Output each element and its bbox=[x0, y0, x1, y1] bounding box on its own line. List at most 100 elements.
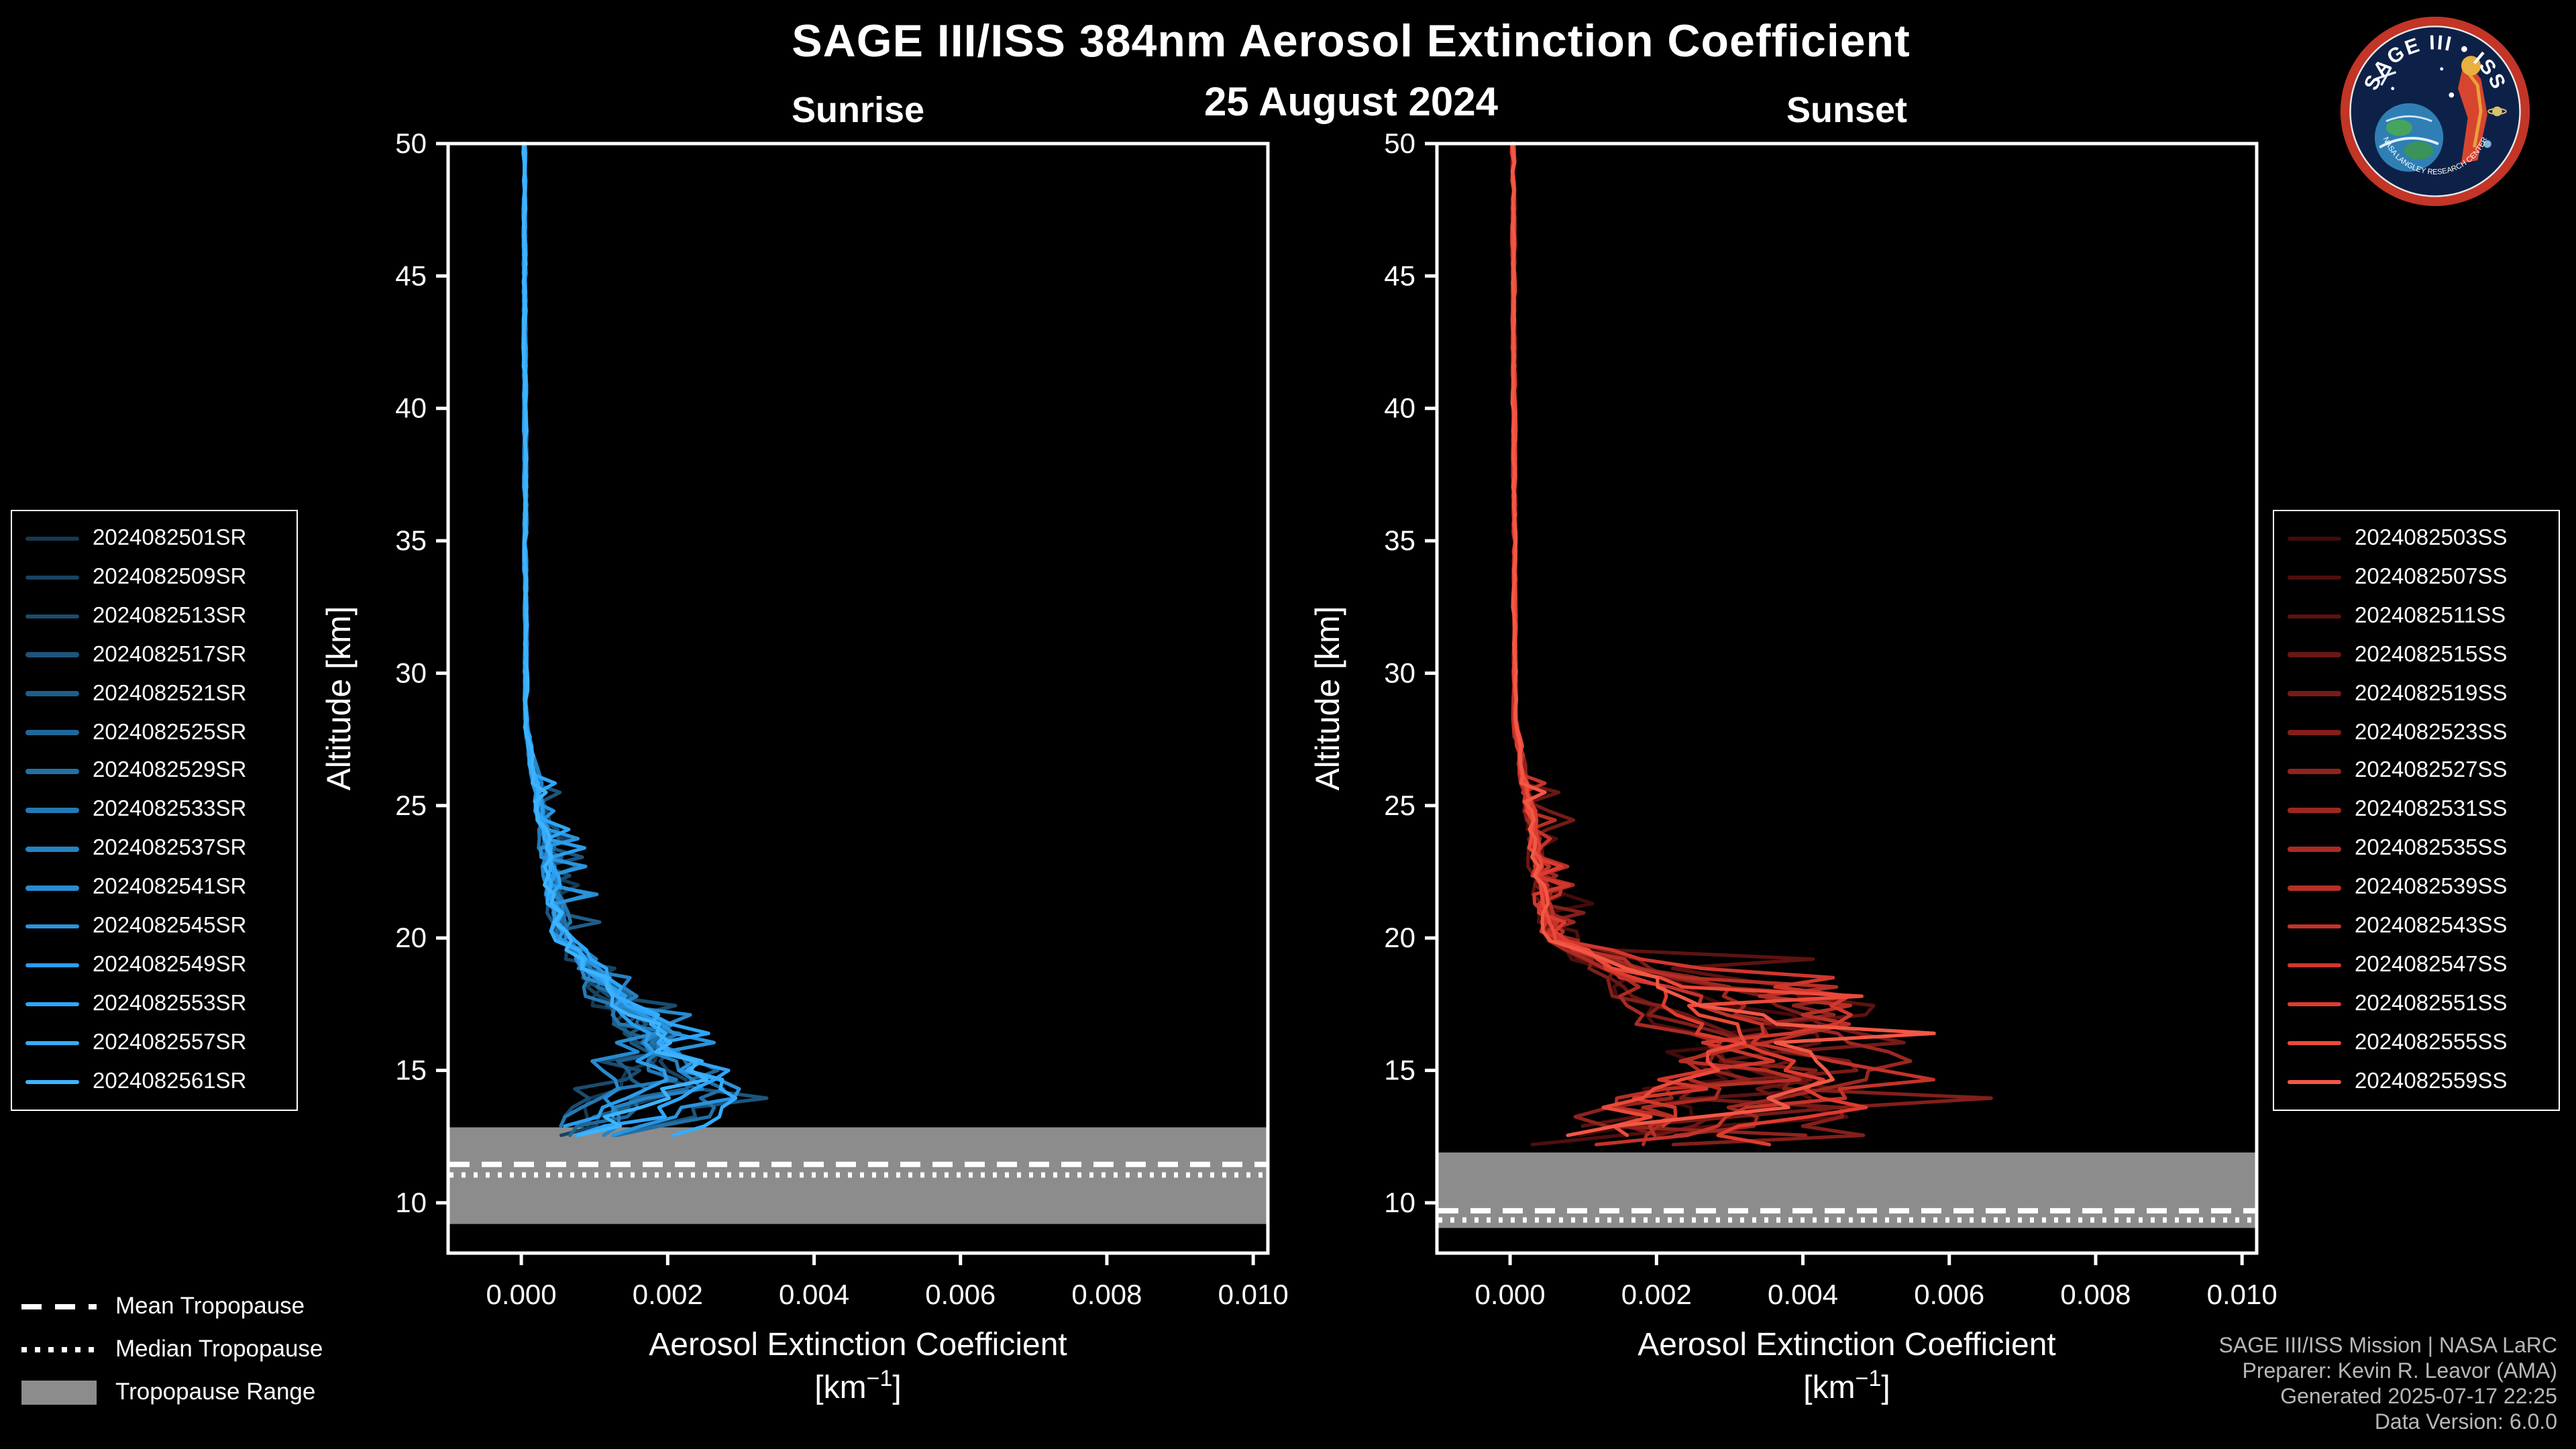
x-axis-units: [km−1] bbox=[814, 1366, 901, 1405]
x-tick-label: 0.000 bbox=[486, 1279, 557, 1310]
legend-line-swatch bbox=[2288, 691, 2341, 696]
legend-line-swatch bbox=[2288, 652, 2341, 657]
dashed-line-icon bbox=[21, 1303, 97, 1309]
legend-item: 2024082537SR bbox=[25, 837, 283, 862]
x-axis-units: [km−1] bbox=[1803, 1366, 1890, 1405]
logo-figure bbox=[2458, 59, 2487, 164]
y-tick-label: 30 bbox=[1384, 657, 1415, 688]
legend-item: 2024082515SS bbox=[2288, 642, 2545, 667]
logo-star bbox=[2440, 67, 2444, 71]
y-tick-label: 10 bbox=[1384, 1187, 1415, 1218]
x-axis-label: Aerosol Extinction Coefficient bbox=[1638, 1327, 2055, 1362]
legend-label: 2024082545SR bbox=[93, 914, 247, 938]
y-tick-label: 20 bbox=[1384, 922, 1415, 953]
logo-figure-trim bbox=[2466, 71, 2483, 148]
y-axis-label: Altitude [km] bbox=[1309, 606, 1346, 790]
legend-line-swatch bbox=[2288, 885, 2341, 890]
legend-line-swatch bbox=[25, 536, 79, 541]
profile-line bbox=[521, 142, 709, 1137]
y-tick-label: 45 bbox=[395, 260, 427, 291]
legend-line-swatch bbox=[25, 847, 79, 852]
legend-line-swatch bbox=[25, 575, 79, 580]
legend-label: 2024082517SR bbox=[93, 642, 247, 667]
legend-label: 2024082511SS bbox=[2355, 603, 2506, 628]
y-tick-label: 35 bbox=[395, 525, 427, 556]
legend-item: 2024082547SS bbox=[2288, 953, 2545, 978]
chart-title: SAGE III/ISS 384nm Aerosol Extinction Co… bbox=[792, 16, 1911, 67]
y-tick-label: 15 bbox=[1384, 1055, 1415, 1086]
logo-planet bbox=[2483, 140, 2491, 148]
panel-title: Sunrise bbox=[792, 90, 924, 130]
footer-preparer: Preparer: Kevin R. Leavor (AMA) bbox=[2242, 1360, 2558, 1383]
legend-item: 2024082555SS bbox=[2288, 1030, 2545, 1056]
legend-label: 2024082555SS bbox=[2355, 1030, 2508, 1055]
profile-line bbox=[1510, 142, 1936, 1137]
legend-label: 2024082557SR bbox=[93, 1030, 247, 1055]
legend-item: 2024082529SR bbox=[25, 759, 283, 784]
legend-line-swatch bbox=[25, 1040, 79, 1046]
legend-item: 2024082511SS bbox=[2288, 604, 2545, 629]
legend-label: 2024082525SR bbox=[93, 720, 247, 745]
legend-label: 2024082507SS bbox=[2355, 564, 2508, 589]
legend-label: 2024082503SS bbox=[2355, 525, 2508, 550]
y-tick-label: 25 bbox=[395, 790, 427, 821]
profile-line bbox=[521, 142, 731, 1137]
legend-label: 2024082533SR bbox=[93, 797, 247, 822]
y-tick-label: 15 bbox=[395, 1055, 427, 1086]
legend-label: 2024082529SR bbox=[93, 758, 247, 783]
y-axis-label: Altitude [km] bbox=[320, 606, 358, 790]
legend-item: 2024082501SR bbox=[25, 526, 283, 551]
median-tropopause-label: Median Tropopause bbox=[115, 1335, 323, 1362]
x-tick-label: 0.010 bbox=[1218, 1279, 1289, 1310]
legend-item: 2024082559SS bbox=[2288, 1069, 2545, 1095]
logo-star bbox=[2391, 87, 2395, 91]
profile-line bbox=[521, 142, 741, 1137]
legend-line-swatch bbox=[2288, 963, 2341, 968]
legend-label: 2024082551SS bbox=[2355, 991, 2508, 1016]
y-tick-label: 10 bbox=[395, 1187, 427, 1218]
logo-earth-cloud bbox=[2379, 137, 2439, 149]
legend-label: 2024082515SS bbox=[2355, 642, 2508, 667]
legend-line-swatch bbox=[2288, 924, 2341, 929]
y-tick-label: 25 bbox=[1384, 790, 1415, 821]
profile-line bbox=[521, 142, 769, 1137]
legend-item: 2024082519SS bbox=[2288, 681, 2545, 706]
legend-line-swatch bbox=[25, 1002, 79, 1007]
sunset-plot: 10 15 20 25 30 35 40 45 50 0.000 0.002 0.004 0.006 0.… bbox=[1309, 90, 2277, 1405]
x-tick-label: 0.004 bbox=[1768, 1279, 1838, 1310]
legend-item: 2024082541SR bbox=[25, 875, 283, 901]
legend-line-swatch bbox=[2288, 730, 2341, 735]
mean-tropopause-legend-item: Mean Tropopause bbox=[21, 1292, 323, 1320]
x-tick-label: 0.002 bbox=[633, 1279, 703, 1310]
legend-line-swatch bbox=[25, 769, 79, 774]
legend-item: 2024082553SR bbox=[25, 991, 283, 1017]
logo-sun bbox=[2461, 56, 2481, 76]
legend-line-swatch bbox=[2288, 769, 2341, 774]
x-tick-label: 0.004 bbox=[779, 1279, 849, 1310]
x-tick-label: 0.002 bbox=[1621, 1279, 1692, 1310]
legend-item: 2024082517SR bbox=[25, 642, 283, 667]
legend-item: 2024082525SR bbox=[25, 720, 283, 745]
x-axis-label: Aerosol Extinction Coefficient bbox=[649, 1327, 1067, 1362]
legend-label: 2024082509SR bbox=[93, 564, 247, 589]
legend-item: 2024082551SS bbox=[2288, 991, 2545, 1017]
legend-line-swatch bbox=[2288, 536, 2341, 541]
legend-line-swatch bbox=[25, 1079, 79, 1085]
legend-item: 2024082539SS bbox=[2288, 875, 2545, 901]
logo-iss bbox=[2375, 66, 2397, 86]
tropopause-range-band bbox=[1438, 1152, 2255, 1228]
legend-line-swatch bbox=[2288, 575, 2341, 580]
tropopause-range-label: Tropopause Range bbox=[115, 1378, 316, 1405]
x-tick-label: 0.006 bbox=[925, 1279, 996, 1310]
logo-earth-land bbox=[2404, 142, 2434, 160]
y-tick-label: 40 bbox=[1384, 392, 1415, 424]
logo-earth-land bbox=[2386, 119, 2412, 136]
tropopause-range-legend-item: Tropopause Range bbox=[21, 1378, 323, 1406]
legend-label: 2024082543SS bbox=[2355, 914, 2508, 938]
legend-item: 2024082531SS bbox=[2288, 798, 2545, 823]
y-tick-label: 50 bbox=[395, 127, 427, 159]
y-tick-label: 35 bbox=[1384, 525, 1415, 556]
legend-label: 2024082553SR bbox=[93, 991, 247, 1016]
legend-label: 2024082501SR bbox=[93, 525, 247, 550]
